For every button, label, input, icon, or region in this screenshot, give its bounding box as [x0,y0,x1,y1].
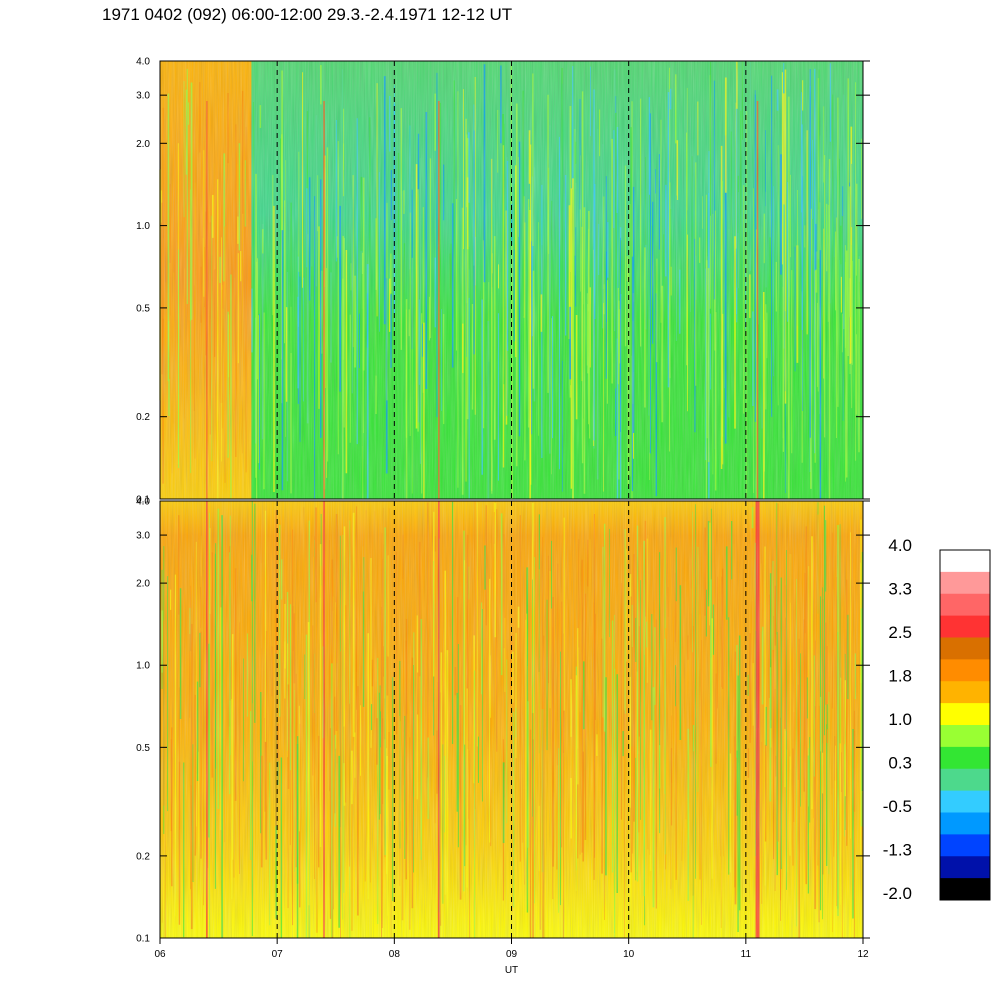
y-tick-label: 4.0 [136,57,150,68]
colorbar-swatch [940,768,990,792]
colorbar-label: 1.8 [888,667,912,686]
x-tick-label: 08 [389,949,401,960]
colorbar-labels: 4.0 3.3 2.5 1.8 1.0 0.3 -0.5 -1.3 -2.0 [883,536,912,903]
colorbar-swatch [940,615,990,638]
colorbar-swatch [940,834,990,857]
y-tick-label: 2.0 [136,579,150,590]
y-tick-label: 4.0 [136,497,150,508]
y-axis-ticks: 0.10.20.51.02.03.04.00.10.20.51.02.03.04… [136,57,870,945]
colorbar-frame [939,549,991,901]
y-tick-label: 0.5 [136,743,150,754]
colorbar-swatch [940,746,990,770]
y-tick-label: 0.2 [136,412,150,423]
colorbar-swatch [940,790,990,813]
y-tick-label: 0.1 [136,934,150,945]
colorbar-swatch [940,681,990,704]
colorbar-label: 4.0 [888,536,912,555]
colorbar-label: 0.3 [888,754,912,773]
colorbar-swatch [940,725,990,748]
y-tick-label: 1.0 [136,661,150,672]
y-tick-label: 0.1 [136,495,150,506]
x-axis-label: UT [505,965,518,976]
chart-title: 1971 0402 (092) 06:00-12:00 29.3.-2.4.19… [102,5,513,24]
x-tick-label: 06 [154,949,166,960]
colorbar-swatch [940,703,990,726]
y-tick-label: 0.5 [136,303,150,314]
colorbar-label: 3.3 [888,580,912,599]
x-tick-label: 07 [272,949,284,960]
colorbar-label: -2.0 [883,884,912,903]
x-axis-ticks: 06 07 08 09 10 11 12 [154,938,869,960]
colorbar-label: 2.5 [888,623,912,642]
y-tick-label: 3.0 [136,531,150,542]
colorbar-label: -1.3 [883,841,912,860]
colorbar-label: -0.5 [883,797,912,816]
colorbar-label: 1.0 [888,710,912,729]
y-tick-label: 3.0 [136,91,150,102]
colorbar-swatch [940,878,990,901]
colorbar-swatch [940,659,990,682]
x-tick-label: 11 [741,949,752,960]
colorbar-swatch [940,550,990,573]
y-tick-label: 0.2 [136,851,150,862]
y-tick-label: 2.0 [136,139,150,150]
x-tick-label: 10 [623,949,635,960]
x-tick-label: 12 [857,949,869,960]
y-tick-label: 1.0 [136,221,150,232]
colorbar [939,549,991,901]
dashed-time-gridlines [276,61,747,938]
colorbar-swatch [940,812,990,835]
colorbar-swatch [940,637,990,660]
x-tick-label: 09 [506,949,518,960]
colorbar-swatch [940,593,990,617]
colorbar-swatch [940,856,990,879]
colorbar-swatch [940,571,990,595]
panel-frame [159,60,864,500]
